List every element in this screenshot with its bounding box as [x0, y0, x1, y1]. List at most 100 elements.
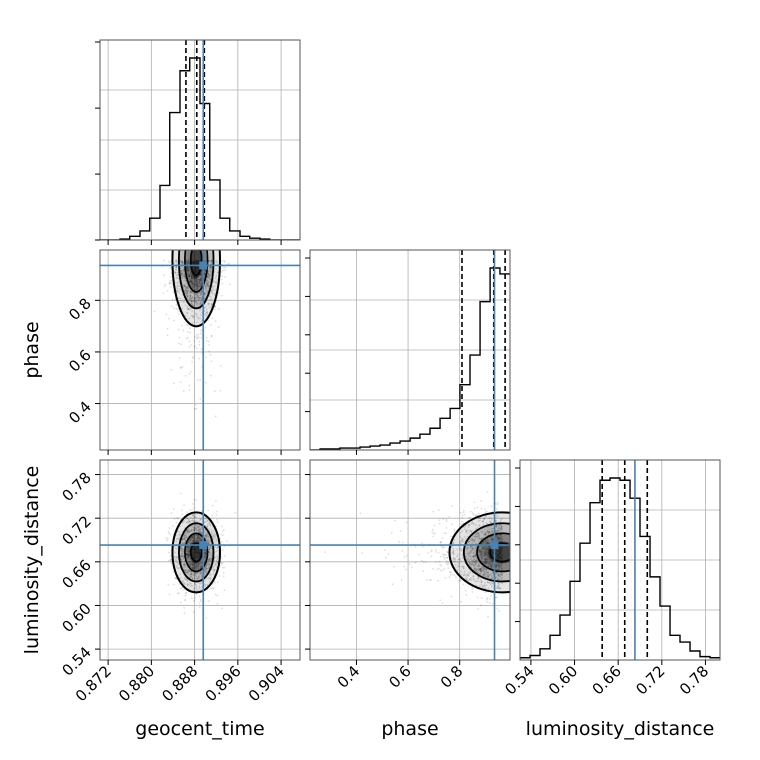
sample-point: [431, 531, 434, 533]
sample-point: [206, 311, 208, 314]
sample-point: [178, 336, 181, 339]
sample-point: [199, 278, 202, 281]
sample-point: [421, 545, 424, 548]
sample-point: [477, 564, 480, 566]
sample-point: [224, 276, 226, 278]
sample-point: [451, 546, 453, 548]
sample-point: [223, 260, 226, 263]
sample-point: [498, 566, 501, 569]
sample-point: [209, 271, 212, 273]
sample-point: [196, 288, 199, 291]
sample-point: [219, 365, 222, 367]
sample-point: [214, 289, 216, 292]
sample-point: [207, 270, 210, 272]
sample-point: [200, 280, 203, 282]
sample-point: [182, 287, 185, 289]
sample-point: [221, 561, 224, 564]
sample-point: [460, 560, 462, 562]
sample-point: [438, 522, 441, 525]
sample-point: [185, 279, 187, 282]
sample-point: [213, 294, 216, 297]
sample-point: [194, 524, 197, 526]
sample-point: [469, 547, 472, 550]
sample-point: [186, 290, 188, 293]
sample-point: [488, 542, 490, 545]
sample-point: [456, 568, 459, 571]
sample-point: [484, 556, 487, 558]
sample-point: [473, 566, 476, 569]
sample-point: [401, 541, 404, 544]
sample-point: [187, 289, 190, 292]
sample-point: [472, 561, 475, 563]
sample-point: [484, 547, 487, 550]
sample-point: [195, 287, 198, 290]
sample-point: [489, 517, 492, 520]
sample-point: [213, 536, 216, 538]
sample-point: [217, 326, 220, 329]
sample-point: [207, 535, 210, 538]
sample-point: [197, 297, 200, 299]
sample-point: [196, 526, 199, 528]
sample-point: [190, 563, 193, 566]
sample-point: [181, 262, 184, 264]
sample-point: [198, 586, 201, 589]
sample-point: [199, 598, 202, 601]
sample-point: [495, 529, 498, 532]
sample-point: [212, 566, 215, 569]
sample-point: [209, 279, 212, 281]
sample-point: [484, 569, 487, 572]
sample-point: [213, 390, 216, 392]
sample-point: [204, 286, 207, 289]
sample-point: [495, 566, 497, 569]
sample-point: [204, 583, 206, 586]
sample-point: [194, 516, 197, 519]
sample-point: [208, 551, 210, 554]
sample-point: [188, 522, 190, 525]
sample-point: [491, 562, 494, 565]
sample-point: [210, 461, 212, 463]
sample-point: [473, 523, 475, 525]
sample-point: [491, 531, 494, 534]
sample-point: [483, 554, 486, 557]
sample-point: [210, 304, 213, 306]
sample-point: [197, 529, 200, 532]
sample-point: [199, 528, 202, 531]
sample-point: [500, 565, 503, 568]
sample-point: [183, 284, 186, 287]
sample-point: [187, 554, 190, 557]
sample-point: [187, 269, 190, 272]
sample-point: [184, 592, 187, 595]
sample-point: [189, 271, 192, 274]
sample-point: [490, 530, 493, 533]
sample-point: [471, 548, 474, 551]
sample-point: [422, 560, 425, 563]
sample-point: [193, 296, 196, 299]
sample-point: [465, 547, 468, 550]
sample-point: [474, 547, 477, 549]
sample-point: [480, 551, 483, 554]
sample-point: [215, 279, 218, 281]
sample-point: [189, 520, 192, 523]
sample-point: [439, 541, 442, 544]
sample-point: [196, 281, 199, 283]
sample-point: [187, 270, 189, 273]
sample-point: [173, 508, 175, 511]
sample-point: [495, 576, 497, 579]
sample-point: [216, 557, 219, 560]
sample-point: [500, 524, 503, 527]
sample-point: [213, 570, 215, 573]
sample-point: [185, 534, 188, 537]
sample-point: [222, 534, 224, 537]
sample-point: [193, 536, 196, 539]
sample-point: [196, 335, 199, 338]
sample-point: [500, 567, 503, 570]
contour-2: [476, 532, 510, 573]
sample-point: [184, 285, 187, 288]
sample-point: [486, 530, 489, 532]
sample-point: [197, 565, 200, 568]
sample-point: [195, 300, 198, 303]
sample-point: [181, 580, 184, 583]
sample-point: [186, 273, 189, 275]
sample-point: [468, 561, 471, 564]
sample-point: [186, 571, 189, 574]
